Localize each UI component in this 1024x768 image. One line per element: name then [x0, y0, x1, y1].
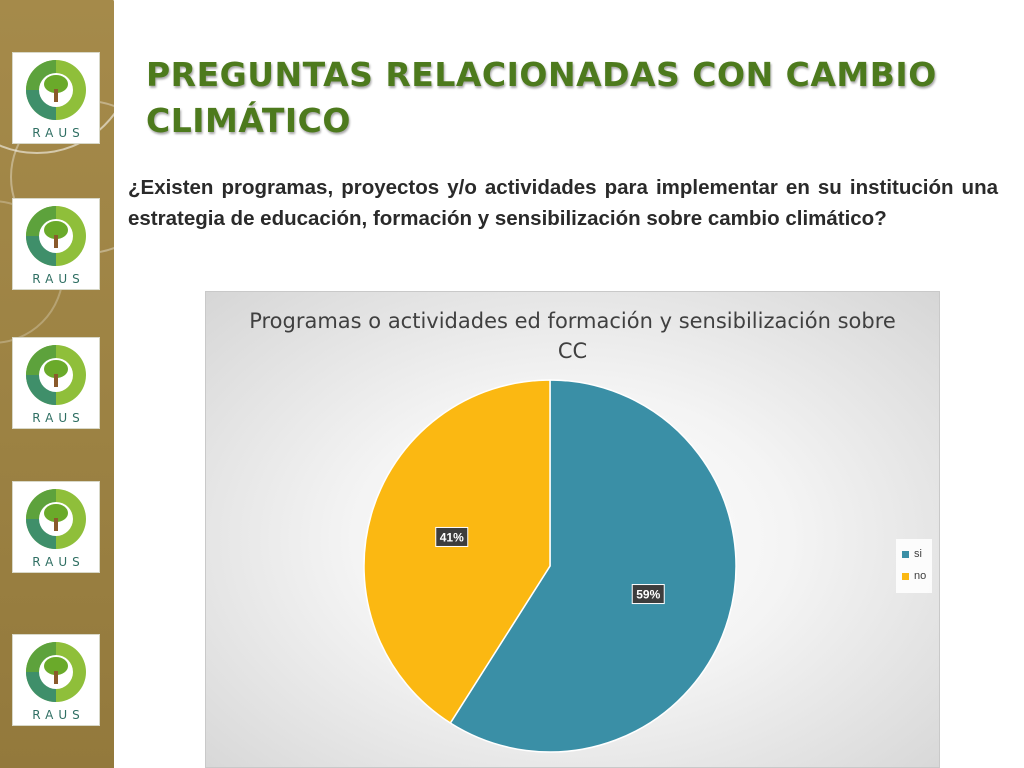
tree-icon: [26, 642, 86, 702]
pie-slice-si: [449, 379, 737, 753]
data-label-box: [631, 584, 665, 605]
slide-title: PREGUNTAS RELACIONADAS CON CAMBIO CLIMÁT…: [146, 55, 937, 140]
raus-logo: RAUS: [12, 481, 100, 573]
chart-legend: si no: [896, 539, 932, 593]
tree-icon: [26, 489, 86, 549]
raus-logo: RAUS: [12, 198, 100, 290]
tree-icon: [26, 345, 86, 405]
chart-panel: Programas o actividades ed formación y s…: [205, 291, 940, 768]
raus-logo: RAUS: [12, 634, 100, 726]
legend-item-si: si: [896, 543, 932, 565]
raus-logo: RAUS: [12, 52, 100, 144]
logo-text: RAUS: [32, 272, 85, 286]
data-label-text: 59%: [636, 588, 660, 602]
survey-question: ¿Existen programas, proyectos y/o activi…: [128, 176, 998, 230]
pie-chart: 59% 41%: [363, 379, 737, 753]
legend-swatch-no: [902, 572, 909, 580]
legend-label-no: no: [914, 570, 927, 582]
legend-item-no: no: [896, 565, 932, 587]
logo-text: RAUS: [32, 555, 85, 569]
data-label-no: 41%: [435, 526, 469, 547]
legend-swatch-si: [902, 550, 909, 558]
tree-icon: [26, 60, 86, 120]
logo-text: RAUS: [32, 411, 85, 425]
sidebar: RAUS RAUS RAUS: [0, 0, 114, 768]
chart-title: Programas o actividades ed formación y s…: [249, 309, 896, 363]
data-label-box: [435, 526, 469, 547]
raus-logo: RAUS: [12, 337, 100, 429]
data-label-text: 41%: [440, 530, 464, 544]
logo-text: RAUS: [32, 708, 85, 722]
legend-label-si: si: [914, 548, 922, 560]
data-label-si: 59%: [631, 584, 665, 605]
tree-icon: [26, 206, 86, 266]
logo-text: RAUS: [32, 126, 85, 140]
pie-slice-no: [363, 379, 551, 725]
